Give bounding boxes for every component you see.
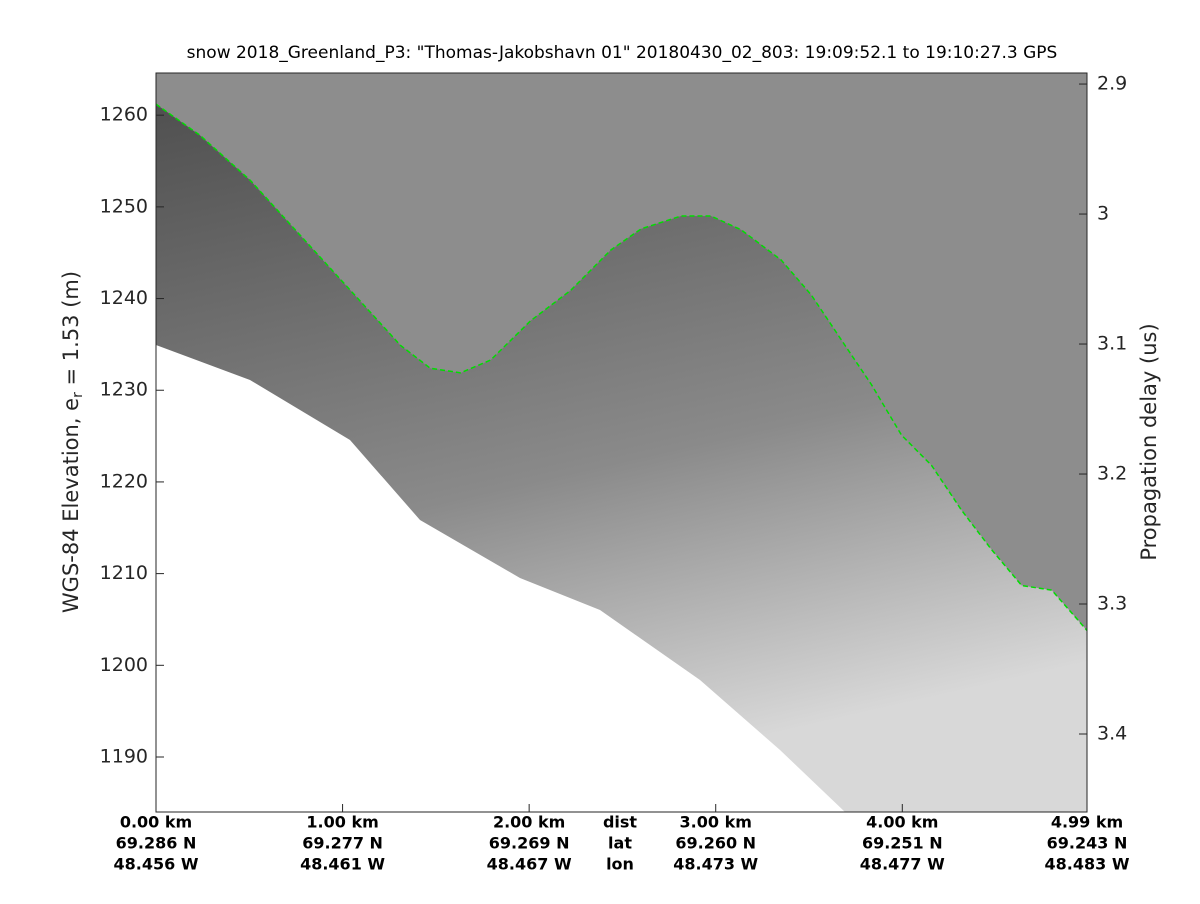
x-lon-label: 48.461 W [300,855,385,874]
y-tick-label: 1240 [100,287,148,309]
x-tick-label: 2.00 km [493,813,565,832]
y-tick-label: 1230 [100,379,148,401]
y-axis-label: WGS-84 Elevation, er = 1.53 (m) [59,271,86,613]
x-lat-label: 69.243 N [1047,834,1128,853]
y2-tick-label: 3.1 [1097,333,1127,355]
y-tick-label: 1220 [100,470,148,492]
x-lat-label: 69.277 N [302,834,383,853]
y-tick-label: 1250 [100,195,148,217]
y-tick-label: 1200 [100,654,148,676]
x-lat-label: 69.286 N [116,834,197,853]
x-lon-label: 48.483 W [1045,855,1130,874]
y2-tick-label: 2.9 [1097,73,1127,95]
x-tick-label: 0.00 km [120,813,192,832]
x-lat-label: 69.260 N [675,834,756,853]
y-label-suffix: = 1.53 (m) [59,271,83,392]
y2-axis-label: Propagation delay (us) [1137,323,1161,560]
x-tick-label: 3.00 km [680,813,752,832]
y-tick-label: 1260 [100,104,148,126]
y2-tick-label: 3.2 [1097,463,1127,485]
x-tick-label: 4.00 km [866,813,938,832]
y-tick-label: 1210 [100,562,148,584]
x-tick-label: 4.99 km [1051,813,1123,832]
row-label: lat [608,834,632,853]
y-tick-label: 1190 [100,745,148,767]
row-label: dist [603,813,637,832]
y2-tick-label: 3.4 [1097,723,1127,745]
plot-frame [155,72,1088,813]
row-label: lon [606,855,634,874]
x-tick-label: 1.00 km [306,813,378,832]
y2-tick-label: 3.3 [1097,593,1127,615]
x-lon-label: 48.477 W [860,855,945,874]
x-lon-label: 48.473 W [673,855,758,874]
x-lat-label: 69.251 N [862,834,943,853]
chart-title: snow 2018_Greenland_P3: "Thomas-Jakobsha… [187,43,1058,63]
x-lon-label: 48.467 W [487,855,572,874]
x-lon-label: 48.456 W [114,855,199,874]
x-lat-label: 69.269 N [489,834,570,853]
no-data-region [156,345,845,812]
y2-tick-label: 3 [1097,203,1109,225]
y-label-prefix: WGS-84 Elevation, e [59,398,83,613]
surface-line [155,103,1088,631]
y-label-subscript: r [70,392,86,398]
